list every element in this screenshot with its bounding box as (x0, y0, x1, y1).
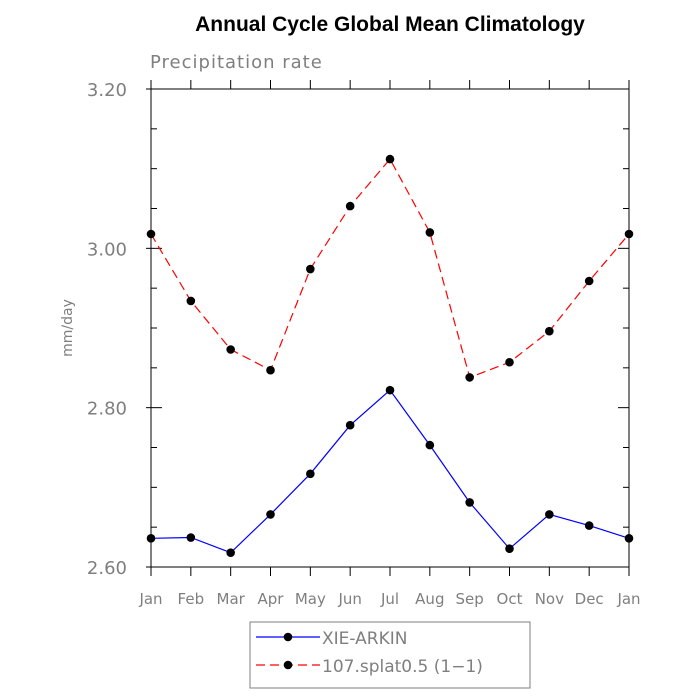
y-axis-label: mm/day (60, 299, 76, 357)
legend-box (249, 621, 531, 689)
data-point (624, 534, 634, 543)
series-line (150, 389, 630, 554)
x-tick-label: Nov (535, 590, 564, 608)
data-point (186, 533, 196, 542)
x-tick-label: Jun (337, 590, 361, 608)
data-point (345, 201, 355, 211)
data-point (545, 326, 554, 336)
data-point (306, 264, 315, 274)
chart-title: Annual Cycle Global Mean Climatology (195, 13, 585, 36)
data-point (505, 544, 514, 553)
data-point (425, 440, 435, 450)
chart-subtitle: Precipitation rate (150, 52, 323, 73)
series-2 (146, 154, 634, 382)
data-point (146, 229, 156, 239)
data-point (266, 510, 275, 519)
legend-marker (283, 632, 293, 642)
x-tick-label: Jul (380, 590, 399, 608)
legend-label: 107.splat0.5 (1−1) (322, 657, 483, 677)
data-point (465, 373, 474, 382)
series-group (146, 154, 634, 557)
data-point (385, 385, 395, 395)
legend-label: XIE-ARKIN (322, 629, 407, 649)
legend-marker (283, 660, 293, 670)
x-tick-label: Jan (616, 590, 640, 608)
data-point (465, 498, 474, 507)
y-tick-labels: 2.60 2.80 3.00 3.20 (87, 80, 127, 579)
x-tick-label: Apr (258, 590, 285, 608)
x-tick-label: Feb (178, 590, 205, 608)
data-point (505, 357, 514, 367)
x-tick-label: Aug (415, 590, 444, 608)
y-tick-label: 2.60 (87, 558, 127, 579)
data-point (226, 548, 235, 557)
data-point (385, 154, 395, 164)
data-point (226, 345, 235, 354)
series-1 (146, 385, 634, 557)
x-tick-label: Mar (217, 590, 246, 608)
y-tick-label: 3.20 (87, 80, 127, 101)
x-tick-label: Dec (575, 590, 604, 608)
x-tick-label: Jan (138, 590, 162, 608)
data-point (306, 469, 315, 479)
data-point (584, 276, 594, 286)
x-tick-label: May (295, 590, 326, 608)
y-tick-label: 3.00 (87, 239, 127, 260)
series-line (150, 158, 630, 379)
data-point (425, 228, 435, 237)
y-tick-label: 2.80 (87, 399, 127, 420)
x-tick-label: Oct (497, 590, 523, 608)
data-point (345, 420, 355, 430)
axis-ticks (146, 80, 630, 576)
x-tick-label: Sep (456, 590, 484, 608)
legend: XIE-ARKIN 107.splat0.5 (1−1) (256, 629, 483, 677)
data-point (545, 510, 554, 519)
data-point (146, 534, 156, 543)
data-point (266, 365, 275, 375)
data-point (624, 229, 634, 239)
data-point (584, 521, 594, 530)
data-point (186, 296, 196, 306)
x-tick-labels: Jan Feb Mar Apr May Jun Jul Aug Sep Oct Nov Dec Jan (138, 590, 640, 608)
